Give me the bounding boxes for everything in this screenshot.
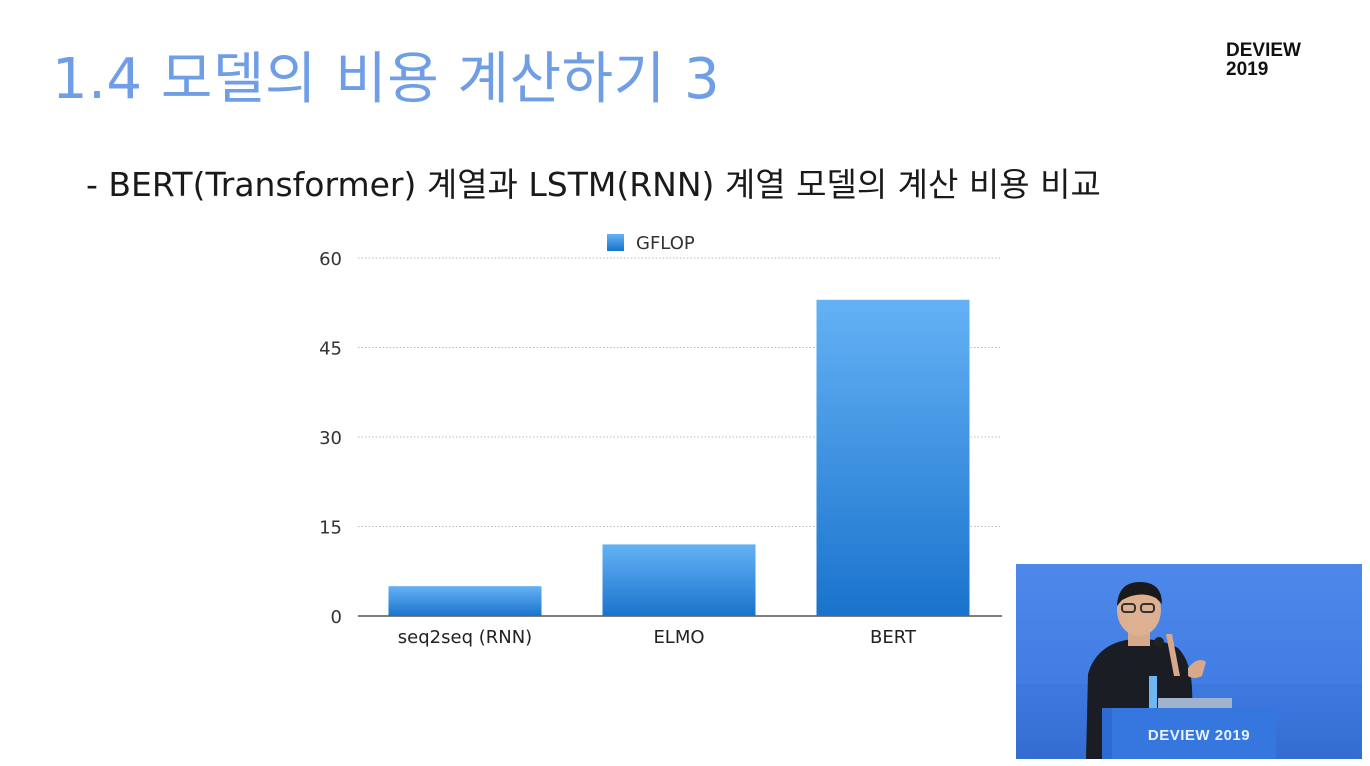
legend-label: GFLOP — [636, 233, 695, 254]
brand-logo: DEVIEW 2019 — [1226, 41, 1301, 79]
bar — [602, 544, 756, 616]
slide-subtitle: - BERT(Transformer) 계열과 LSTM(RNN) 계열 모델의… — [86, 165, 1101, 204]
brand-line-2: 2019 — [1226, 59, 1269, 80]
x-tick-label: ELMO — [653, 627, 704, 648]
y-tick-label: 45 — [319, 339, 342, 360]
y-tick-label: 30 — [319, 428, 342, 449]
bar — [388, 586, 542, 616]
bar — [816, 299, 970, 616]
x-tick-label: seq2seq (RNN) — [398, 627, 532, 648]
brand-line-1: DEVIEW — [1226, 40, 1301, 61]
y-tick-label: 60 — [319, 249, 342, 270]
slide-title: 1.4 모델의 비용 계산하기 3 — [52, 47, 721, 112]
podium-label: DEVIEW 2019 — [1147, 727, 1251, 744]
x-tick-label: BERT — [870, 627, 917, 648]
speaker-video-overlay: DEVIEW 2019 — [1016, 564, 1362, 759]
speaker-figure — [1016, 582, 1362, 759]
y-tick-label: 15 — [319, 518, 342, 539]
y-tick-label: 0 — [331, 607, 342, 628]
legend-swatch — [607, 234, 624, 251]
